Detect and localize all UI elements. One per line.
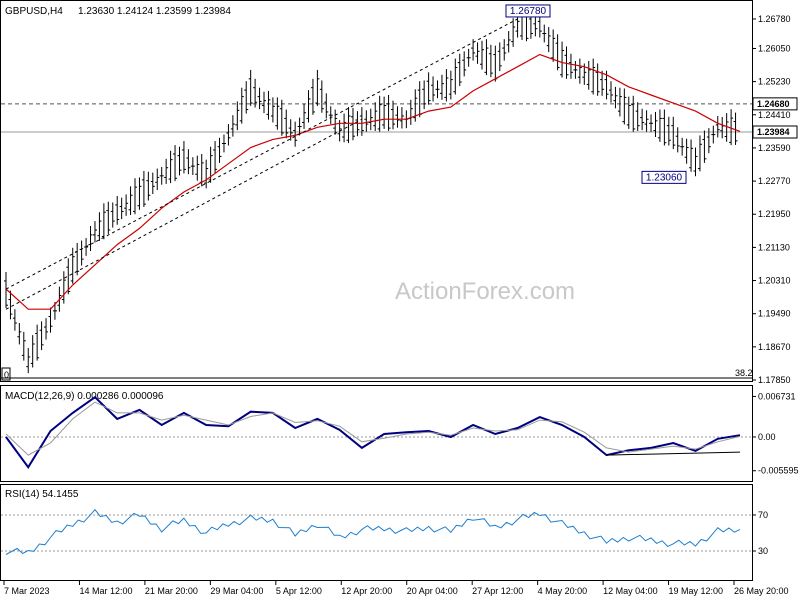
price-tick-label: 1.24410 bbox=[758, 110, 791, 120]
price-header-ohlc: 1.23630 1.24124 1.23599 1.23984 bbox=[78, 6, 231, 17]
price-tick-label: 1.21950 bbox=[758, 209, 791, 219]
rsi-line bbox=[5, 508, 741, 555]
fib-label-zero-box bbox=[1, 367, 11, 381]
macd-line bbox=[5, 395, 741, 469]
price-tick-label: 1.21130 bbox=[758, 242, 790, 252]
price-annotation-box bbox=[641, 170, 687, 184]
price-annotation-label: 1.23060 bbox=[646, 172, 683, 183]
price-annotation-label: 1.26780 bbox=[510, 6, 547, 17]
macd-support-line bbox=[606, 451, 741, 456]
x-tick-label: 7 Mar 2023 bbox=[4, 586, 50, 596]
macd-panel-frame bbox=[0, 385, 753, 482]
price-tick-label: 1.25230 bbox=[758, 77, 791, 87]
x-tick-label: 12 May 04:00 bbox=[603, 586, 658, 596]
macd-tick-label: -0.005595 bbox=[758, 466, 799, 476]
x-tick-label: 29 Mar 04:00 bbox=[210, 586, 263, 596]
x-tick-label: 12 Apr 20:00 bbox=[341, 586, 392, 596]
x-tick-label: 26 May 20:00 bbox=[734, 586, 789, 596]
price-tick-label: 1.23590 bbox=[758, 143, 791, 153]
x-tick-label: 5 Apr 12:00 bbox=[276, 586, 322, 596]
x-tick-label: 4 May 20:00 bbox=[538, 586, 588, 596]
price-tick-label: 1.18670 bbox=[758, 342, 791, 352]
macd-tick-label: 0.006731 bbox=[758, 391, 796, 401]
x-tick-label: 21 Mar 20:00 bbox=[145, 586, 198, 596]
trend-channel-upper bbox=[5, 18, 518, 290]
fib-label-38: 38.2 bbox=[735, 368, 753, 378]
price-level-box bbox=[752, 125, 798, 139]
price-tick-label: 1.17850 bbox=[758, 375, 791, 385]
price-tick-label: 1.26050 bbox=[758, 43, 791, 53]
macd-tick-label: 0.00 bbox=[758, 432, 776, 442]
price-header-symbol: GBPUSD,H4 bbox=[5, 6, 63, 17]
price-annotation-box bbox=[505, 4, 551, 18]
rsi-header: RSI(14) 54.1455 bbox=[5, 489, 79, 500]
price-tick-label: 1.20310 bbox=[758, 276, 791, 286]
macd-header: MACD(12,26,9) 0.000286 0.000096 bbox=[5, 391, 164, 402]
x-tick-label: 19 May 12:00 bbox=[669, 586, 724, 596]
x-tick-label: 27 Apr 12:00 bbox=[472, 586, 523, 596]
price-level-label: 1.24680 bbox=[757, 99, 790, 109]
price-panel-frame bbox=[0, 0, 753, 382]
x-tick-label: 14 Mar 12:00 bbox=[79, 586, 132, 596]
rsi-panel-frame bbox=[0, 484, 753, 581]
macd-signal-line bbox=[5, 401, 741, 456]
trend-channel-lower bbox=[5, 118, 363, 310]
price-level-box bbox=[752, 97, 798, 111]
price-tick-label: 1.26780 bbox=[758, 14, 791, 24]
x-tick-label: 20 Apr 04:00 bbox=[407, 586, 458, 596]
moving-average-line bbox=[5, 53, 741, 310]
watermark: ActionForex.com bbox=[395, 278, 575, 305]
price-tick-label: 1.19490 bbox=[758, 309, 791, 319]
fib-label-zero: 0 bbox=[4, 370, 9, 380]
rsi-tick-label: 30 bbox=[758, 546, 768, 556]
price-level-label: 1.23984 bbox=[757, 127, 790, 137]
price-tick-label: 1.22770 bbox=[758, 176, 791, 186]
rsi-tick-label: 70 bbox=[758, 510, 768, 520]
